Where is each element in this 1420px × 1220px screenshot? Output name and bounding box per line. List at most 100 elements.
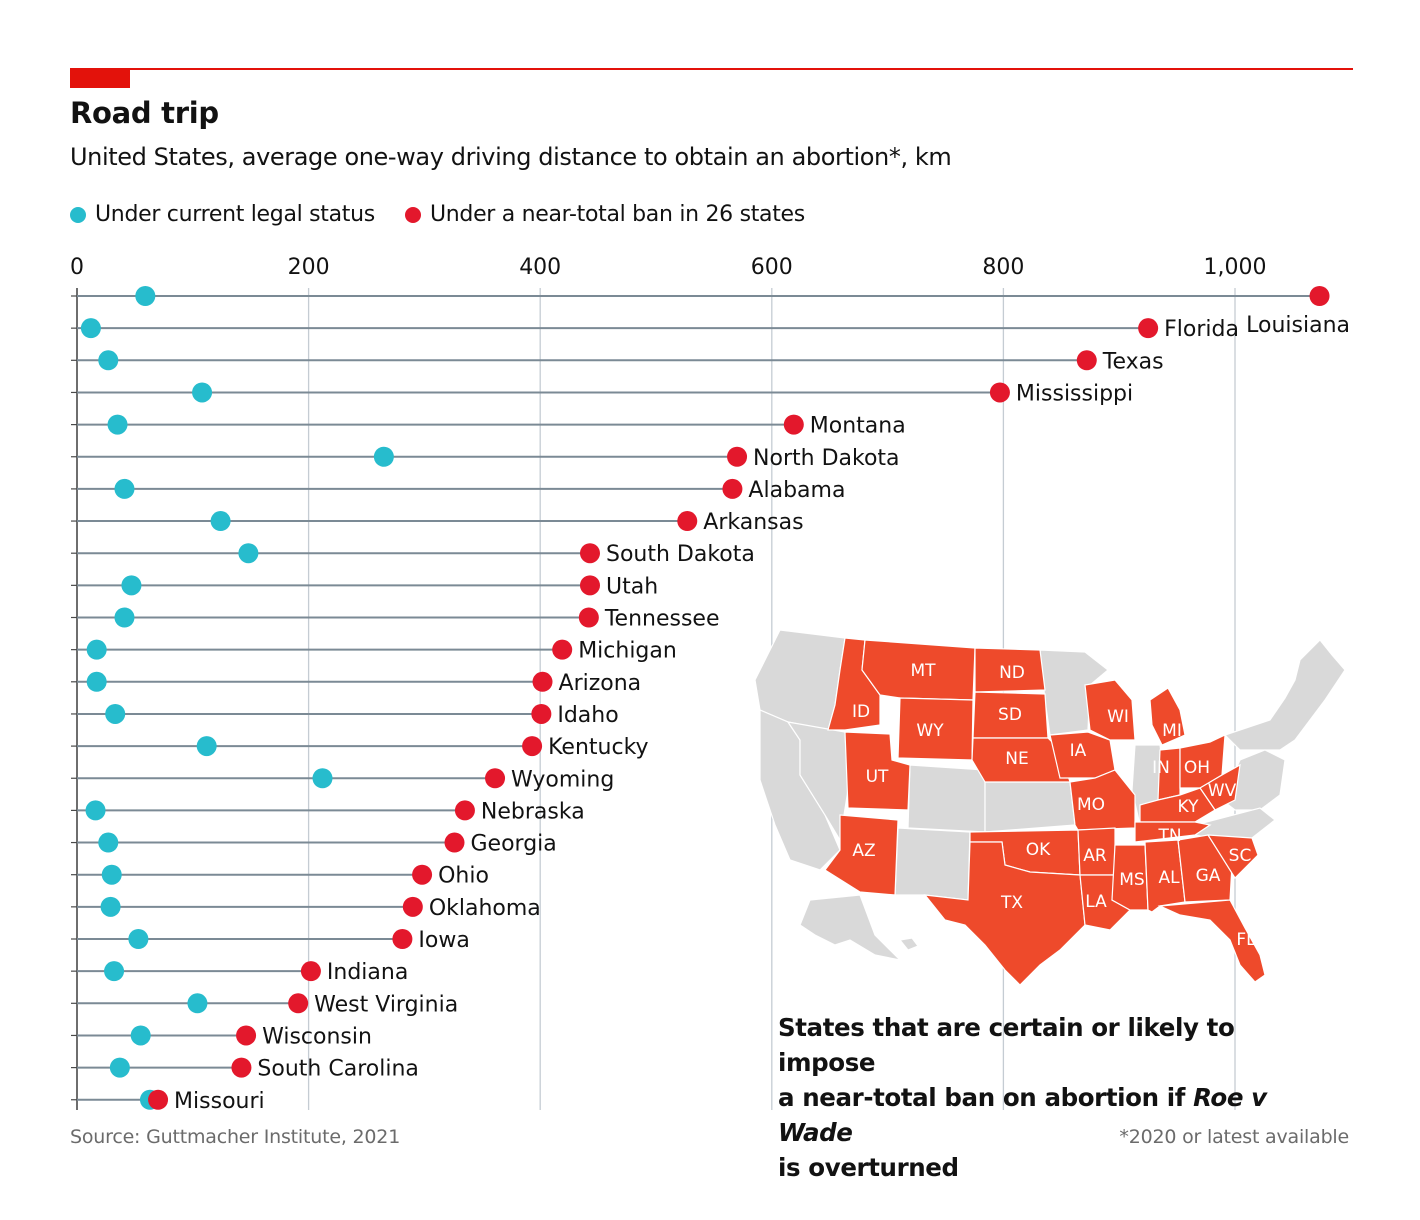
current-status-point xyxy=(104,961,125,982)
map-state-label: IN xyxy=(1152,758,1170,778)
map-state-label: SC xyxy=(1229,846,1252,866)
state-label: Georgia xyxy=(471,832,557,857)
map-state-label: MT xyxy=(910,661,936,681)
state-label: Utah xyxy=(606,574,658,599)
map-ban-states xyxy=(824,637,1266,986)
current-status-point xyxy=(107,414,128,435)
ban-point xyxy=(727,446,748,467)
map-state-label: MS xyxy=(1119,870,1144,890)
ban-point xyxy=(531,703,552,724)
ban-point xyxy=(148,1089,169,1110)
state-label: South Dakota xyxy=(606,542,755,567)
map-state-fl xyxy=(1157,899,1266,983)
map-state-nd xyxy=(974,647,1046,693)
current-status-point xyxy=(101,864,122,885)
x-tick-label: 1,000 xyxy=(1204,255,1267,280)
ban-point xyxy=(578,607,599,628)
state-label: Kentucky xyxy=(548,735,648,760)
current-status-point xyxy=(187,993,208,1014)
ban-point xyxy=(677,511,698,532)
map-kansas xyxy=(984,781,1076,833)
current-status-point xyxy=(109,1057,130,1078)
ban-point xyxy=(402,896,423,917)
legend-item-ban: Under a near-total ban in 26 states xyxy=(404,202,805,227)
map-northeast xyxy=(1223,639,1346,751)
map-state-label: AR xyxy=(1083,846,1107,866)
map-state-label: WV xyxy=(1208,781,1237,801)
ban-point xyxy=(1309,286,1330,306)
x-tick-label: 200 xyxy=(288,255,330,280)
map-state-labels: MT ND ID WY SD NE IA WI MI UT IN OH WV KY MO TN AZ OK AR SC… xyxy=(852,661,1256,950)
current-status-point xyxy=(192,382,213,403)
footnote: *2020 or latest available xyxy=(1119,1126,1349,1148)
map-state-label: FL xyxy=(1236,930,1256,950)
state-label: North Dakota xyxy=(753,446,899,471)
state-label: Idaho xyxy=(557,703,618,728)
current-status-point xyxy=(238,543,259,564)
current-status-point xyxy=(130,1025,151,1046)
current-status-point xyxy=(128,929,149,949)
ban-point xyxy=(454,800,475,821)
map-state-label: ID xyxy=(852,702,870,722)
ban-point xyxy=(288,993,309,1014)
ban-point xyxy=(532,671,553,692)
map-state-label: OH xyxy=(1184,758,1210,778)
chart-subtitle: United States, average one-way driving d… xyxy=(70,143,952,171)
map-state-label: AZ xyxy=(852,841,875,861)
ban-point xyxy=(300,961,321,982)
map-state-label: TX xyxy=(1000,893,1023,913)
map-state-label: UT xyxy=(866,767,889,787)
map-state-label: IA xyxy=(1070,741,1087,761)
state-label: Mississippi xyxy=(1016,381,1133,406)
map-state-label: LA xyxy=(1085,892,1107,912)
map-state-label: WI xyxy=(1107,707,1129,727)
map-caption: States that are certain or likely to imp… xyxy=(778,1010,1338,1185)
state-label: Alabama xyxy=(748,478,845,503)
ban-point xyxy=(412,864,433,885)
current-status-point xyxy=(114,607,135,628)
ban-point xyxy=(485,768,506,789)
map-other-states xyxy=(754,629,1346,961)
state-label: Indiana xyxy=(327,960,408,985)
state-label: South Carolina xyxy=(257,1057,418,1082)
current-status-point xyxy=(86,671,107,692)
map-caption-line-3: is overturned xyxy=(778,1153,959,1182)
state-label: Montana xyxy=(810,414,906,439)
state-label: Missouri xyxy=(174,1089,265,1114)
map-caption-line-1: States that are certain or likely to imp… xyxy=(778,1013,1235,1077)
legend-dot-ban xyxy=(404,206,421,223)
map-state-label: NE xyxy=(1005,749,1028,769)
map-caption-line-2-text: a near-total ban on abortion if xyxy=(778,1083,1194,1112)
x-tick-label: 600 xyxy=(751,255,793,280)
state-label: Michigan xyxy=(578,639,677,664)
ban-point xyxy=(1076,350,1097,371)
state-label: West Virginia xyxy=(314,992,458,1017)
state-label: Arizona xyxy=(559,671,642,696)
map-state-az xyxy=(824,814,899,896)
current-status-point xyxy=(373,446,394,467)
state-label: Texas xyxy=(1102,349,1164,374)
legend-item-current: Under current legal status xyxy=(70,202,375,227)
current-status-point xyxy=(210,511,231,532)
map-state-label: ND xyxy=(999,663,1025,683)
ban-point xyxy=(392,929,413,949)
map-state-label: SD xyxy=(998,705,1022,725)
map-state-label: WY xyxy=(916,721,944,741)
legend-label-ban: Under a near-total ban in 26 states xyxy=(429,202,805,227)
map-state-label: KY xyxy=(1178,797,1200,817)
ban-point xyxy=(783,414,804,435)
map-state-mo xyxy=(1069,769,1136,831)
current-status-point xyxy=(80,318,101,339)
current-status-point xyxy=(196,736,217,757)
map-state-label: MI xyxy=(1162,721,1182,741)
state-label: Louisiana xyxy=(1246,313,1350,338)
x-tick-label: 800 xyxy=(982,255,1024,280)
source-note: Source: Guttmacher Institute, 2021 xyxy=(70,1126,401,1148)
legend: Under current legal status Under a near-… xyxy=(70,202,835,227)
map-state-label: TN xyxy=(1157,826,1181,846)
x-tick-label: 0 xyxy=(70,255,84,280)
state-label: Florida xyxy=(1164,317,1239,342)
state-label: Wisconsin xyxy=(262,1024,372,1049)
map-state-mi xyxy=(1149,687,1186,746)
